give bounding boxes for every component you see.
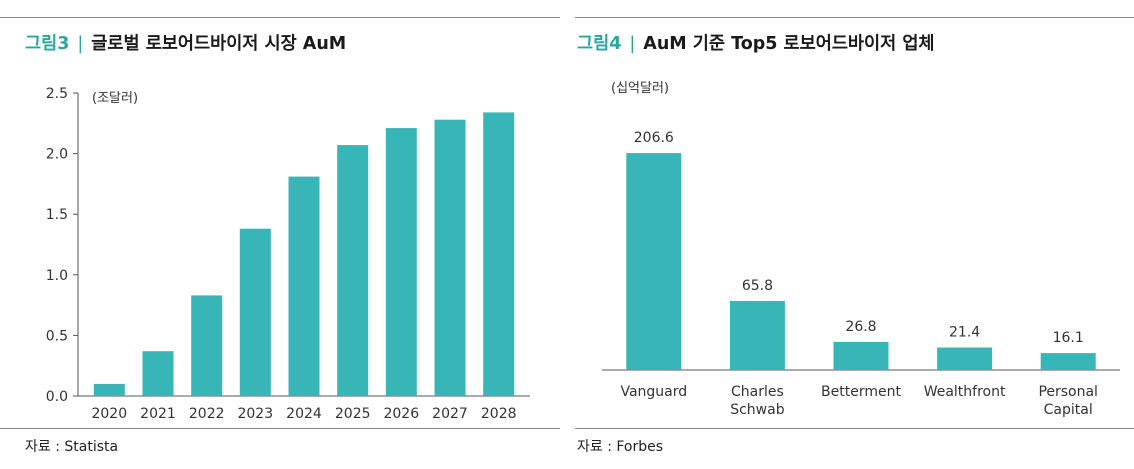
bar xyxy=(385,128,417,396)
x-tick-label: 2023 xyxy=(237,406,273,422)
bottom-rule xyxy=(575,428,1134,429)
bar xyxy=(142,351,174,396)
top5-bar-chart: (십억달러) 206.6 Vanguard 65.8 Charles Schwab 26.8… xyxy=(602,81,1120,418)
bar xyxy=(833,341,889,370)
data-label: 21.4 xyxy=(949,325,980,341)
y-tick-label: 2.0 xyxy=(46,147,68,163)
x-tick-label: Charles xyxy=(731,384,784,400)
x-tick-label: 2021 xyxy=(140,406,176,422)
bar xyxy=(937,347,993,370)
x-tick-label: 2024 xyxy=(286,406,322,422)
x-tick-label: Capital xyxy=(1044,402,1093,418)
x-tick-label: 2022 xyxy=(189,406,225,422)
figure-title-text: 글로벌 로보어드바이저 시장 AuM xyxy=(91,34,347,54)
bar xyxy=(434,119,466,396)
bar xyxy=(191,295,223,396)
unit-label: (십억달러) xyxy=(611,81,669,96)
bar xyxy=(483,112,515,397)
data-label: 65.8 xyxy=(742,278,773,294)
title-separator: | xyxy=(629,34,636,54)
data-label: 26.8 xyxy=(845,319,876,335)
x-tick-label: Betterment xyxy=(821,384,901,400)
y-tick-label: 1.5 xyxy=(46,207,68,223)
left-figure-panel: 그림3 | 글로벌 로보어드바이저 시장 AuM 0.0 0.5 1.0 1.5 2.0 2.… xyxy=(0,0,560,469)
x-tick-label: 2028 xyxy=(481,406,517,422)
figure-number: 그림3 xyxy=(25,34,70,54)
top-rule xyxy=(0,17,560,18)
right-figure-panel: 그림4 | AuM 기준 Top5 로보어드바이저 업체 (십억달러) 206.6 Va… xyxy=(575,0,1134,469)
x-tick-label: Wealthfront xyxy=(924,384,1006,400)
bar xyxy=(626,153,682,370)
figure-title: 그림3 | 글로벌 로보어드바이저 시장 AuM xyxy=(25,30,346,55)
bar xyxy=(239,228,271,396)
y-tick-label: 1.0 xyxy=(46,268,68,284)
top-rule xyxy=(575,17,1134,18)
source-note: 자료 : Forbes xyxy=(577,439,664,455)
x-tick-label: Personal xyxy=(1038,384,1098,400)
figure-number: 그림4 xyxy=(577,34,622,54)
y-tick-label: 0.0 xyxy=(46,389,68,405)
bar xyxy=(93,383,125,396)
bar xyxy=(1040,353,1096,370)
aum-bar-chart: 0.0 0.5 1.0 1.5 2.0 2.5 (조달러) 2020 2021 2022 2023 2… xyxy=(46,86,530,422)
unit-label: (조달러) xyxy=(92,91,138,106)
x-tick-label: 2027 xyxy=(432,406,468,422)
figure-title-text: AuM 기준 Top5 로보어드바이저 업체 xyxy=(643,34,935,54)
figure-title: 그림4 | AuM 기준 Top5 로보어드바이저 업체 xyxy=(577,30,935,55)
data-label: 206.6 xyxy=(634,130,674,146)
x-tick-label: Schwab xyxy=(730,402,784,418)
y-tick-label: 2.5 xyxy=(46,86,68,102)
bar xyxy=(337,145,369,396)
x-tick-label: 2020 xyxy=(91,406,127,422)
data-label: 16.1 xyxy=(1053,330,1084,346)
bar xyxy=(729,300,785,370)
x-tick-label: 2026 xyxy=(383,406,419,422)
x-tick-label: Vanguard xyxy=(620,384,687,400)
title-separator: | xyxy=(77,34,84,54)
source-note: 자료 : Statista xyxy=(25,439,119,455)
bar xyxy=(288,176,320,396)
bottom-rule xyxy=(0,428,560,429)
x-tick-label: 2025 xyxy=(335,406,371,422)
y-tick-label: 0.5 xyxy=(46,328,68,344)
